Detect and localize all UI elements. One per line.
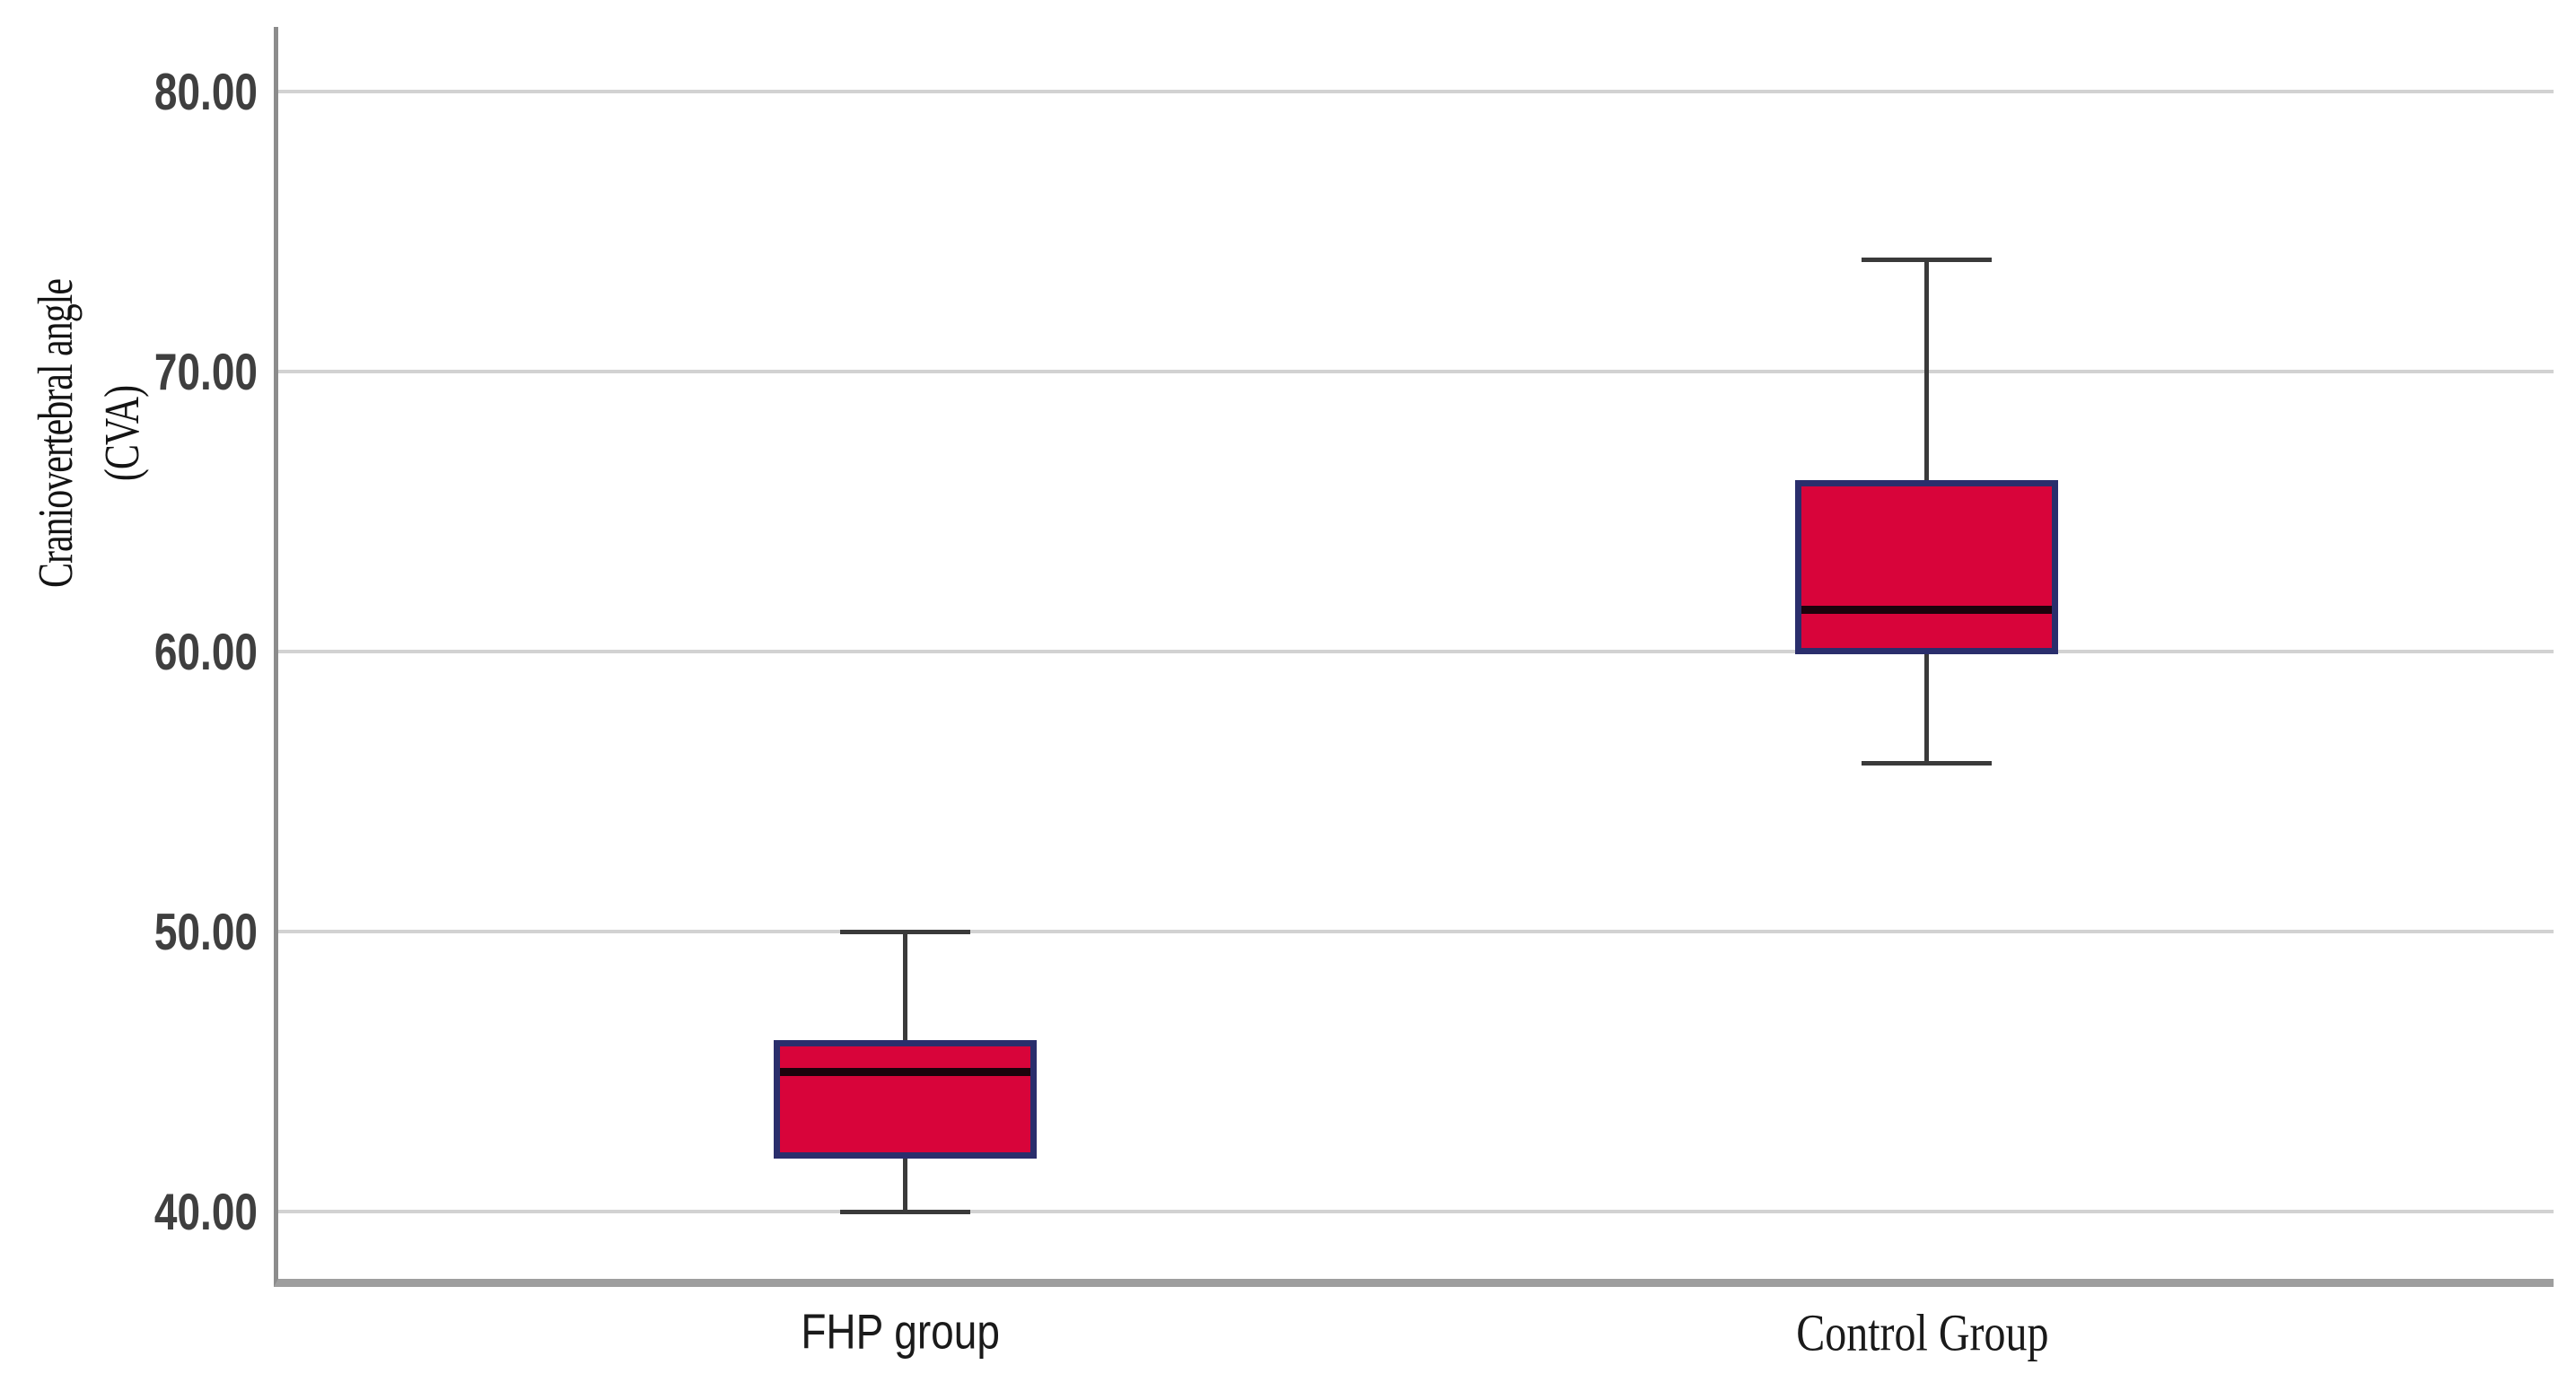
box-control-group (1795, 480, 2059, 655)
x-axis-label-control-group: Control Group (1796, 1304, 2049, 1362)
whisker-cap-bottom-control-group (1862, 761, 1993, 766)
y-axis-title-line2: (CVA) (95, 385, 151, 482)
y-tick-label-60: 60.00 (153, 622, 258, 681)
x-axis-label-fhp-group: FHP group (801, 1304, 1000, 1360)
box-fhp-group (773, 1040, 1037, 1159)
whisker-cap-top-control-group (1862, 257, 1993, 262)
gridline-50 (278, 930, 2554, 934)
gridline-60 (278, 649, 2554, 653)
y-tick-label-70: 70.00 (153, 342, 258, 401)
whisker-cap-bottom-fhp-group (839, 1209, 970, 1214)
gridline-40 (278, 1210, 2554, 1214)
whisker-cap-top-fhp-group (839, 929, 970, 934)
y-axis-title: Craniovertebral angle (CVA) (23, 245, 156, 622)
y-tick-label-80: 80.00 (153, 62, 258, 121)
y-tick-label-50: 50.00 (153, 902, 258, 961)
median-line-control-group (1801, 605, 2053, 614)
y-tick-label-40: 40.00 (153, 1182, 258, 1241)
y-axis-title-line1: Craniovertebral angle (29, 279, 84, 588)
median-line-fhp-group (779, 1067, 1030, 1076)
gridline-80 (278, 89, 2554, 93)
gridline-70 (278, 369, 2554, 373)
plot-area (274, 27, 2554, 1287)
